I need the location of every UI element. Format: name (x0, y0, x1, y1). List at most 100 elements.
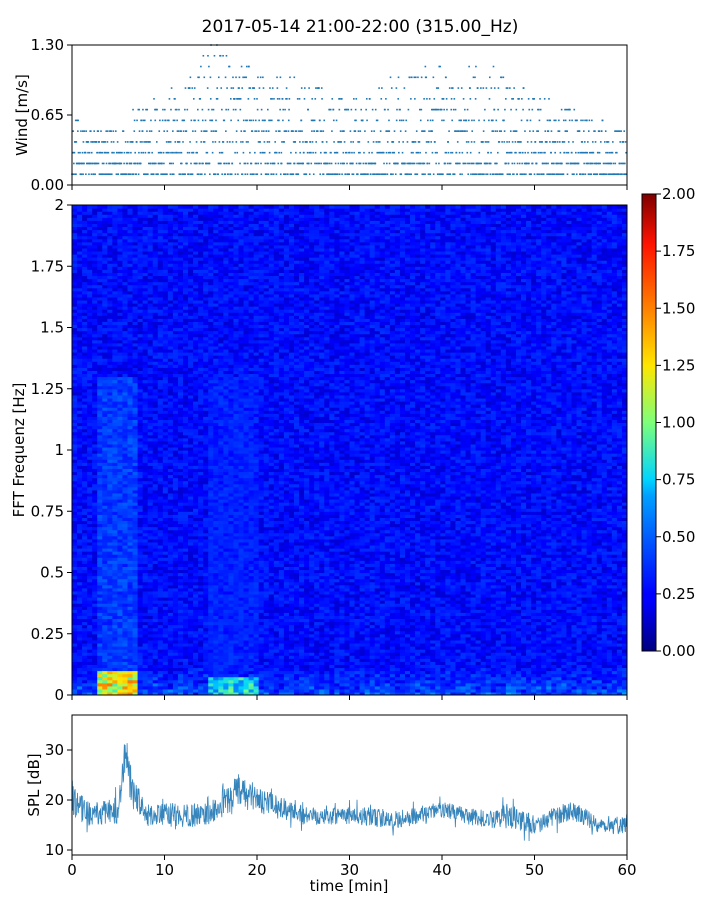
spectrogram-cell (137, 688, 144, 693)
spectrogram-cell (72, 471, 78, 476)
spectrogram-cell (152, 263, 159, 267)
wind-point (446, 173, 449, 176)
spectrogram-cell (137, 306, 144, 310)
spectrogram-cell (152, 232, 159, 237)
wind-point (308, 173, 311, 176)
wind-point (615, 130, 618, 132)
wind-point (457, 130, 459, 132)
spectrogram-cell (132, 404, 139, 408)
wind-point (537, 108, 539, 111)
spectrogram-cell (102, 465, 108, 469)
spectrogram-cell (142, 352, 149, 356)
wind-point (155, 141, 158, 143)
wind-point (242, 76, 244, 79)
spectrogram-cell (152, 670, 159, 675)
spectrogram-cell (72, 284, 78, 289)
wind-point (243, 130, 245, 132)
spectrogram-cell (112, 290, 119, 295)
wind-point (543, 98, 546, 100)
wind-point (414, 98, 416, 100)
spectrogram-cell (87, 575, 93, 580)
spectrogram-cell (107, 682, 113, 687)
wind-point (406, 141, 409, 143)
spectrogram-cell (147, 407, 154, 411)
spectrogram-cell (72, 367, 78, 371)
wind-point (223, 119, 226, 122)
spectrogram-cell (87, 376, 93, 381)
wind-point (542, 162, 544, 165)
spectrogram-cell (122, 459, 129, 463)
spectrogram-cell (102, 667, 108, 672)
spectrogram-cell (117, 652, 124, 656)
wind-point (325, 141, 328, 143)
spectrogram-cell (127, 437, 134, 442)
spectrogram-cell (92, 688, 98, 693)
spectrogram-cell (72, 416, 78, 420)
wind-point (290, 151, 292, 154)
spectrogram-cell (142, 612, 149, 616)
spectrogram-cell (132, 339, 139, 344)
spectrogram-cell (87, 303, 93, 307)
wind-point (232, 76, 234, 79)
spectrogram-cell (137, 652, 144, 656)
wind-point (283, 130, 286, 132)
spectrogram-cell (82, 615, 88, 620)
spectrogram-cell (117, 462, 124, 466)
spectrogram-cell (127, 578, 134, 583)
spectrogram-cell (112, 361, 119, 365)
spectrogram-cell (87, 627, 93, 632)
spectrogram-cell (72, 590, 78, 595)
wind-point (278, 151, 280, 154)
spectrogram-cell (82, 685, 88, 690)
wind-point (512, 173, 514, 176)
spectrogram-cell (112, 560, 119, 564)
wind-point (410, 98, 412, 100)
spectrogram-cell (72, 612, 78, 616)
spectrogram-cell (132, 557, 139, 561)
spectrogram-cell (137, 250, 144, 255)
spectrogram-cell (147, 685, 154, 690)
spectrogram-cell (132, 453, 139, 457)
spectrogram-cell (147, 358, 154, 362)
wind-point (357, 151, 360, 154)
spectrogram-cell (132, 489, 139, 494)
spectrogram-cell (117, 214, 124, 218)
spectrogram-cell (92, 318, 98, 322)
wind-point (624, 162, 626, 165)
wind-point (237, 173, 239, 176)
spectrogram-cell (157, 511, 164, 515)
spectrogram-cell (107, 532, 113, 537)
spectrogram-cell (77, 520, 83, 525)
spectrogram-cell (142, 208, 149, 212)
wind-point (375, 173, 377, 176)
spectrogram-cell (137, 385, 144, 390)
wind-point (572, 162, 575, 165)
wind-point (573, 108, 576, 111)
spectrogram-cell (97, 477, 103, 482)
spectrogram-cell (152, 618, 159, 623)
wind-point (458, 151, 461, 154)
spectrogram-cell (132, 544, 139, 549)
spectrogram-cell (82, 263, 88, 267)
wind-point (477, 162, 480, 165)
wind-point (516, 162, 519, 165)
spectrogram-cell (132, 486, 139, 491)
spectrogram-cell (112, 250, 119, 255)
spectrogram-cell (107, 523, 113, 528)
spectrogram-cell (102, 238, 108, 243)
wind-point (72, 130, 75, 132)
spectrogram-cell (117, 257, 124, 261)
spectrogram-cell (92, 636, 98, 641)
wind-point (238, 98, 240, 100)
wind-point (386, 130, 388, 132)
spectrogram-cell (102, 636, 108, 641)
wind-point (502, 76, 505, 79)
spectrogram-cell (92, 306, 98, 310)
spectrogram-cell (147, 569, 154, 574)
spectrogram-cell (77, 587, 83, 592)
spectrogram-cell (77, 342, 83, 347)
spectrogram-cell (122, 397, 129, 402)
wind-point (285, 87, 288, 89)
spectrogram-cell (97, 535, 103, 540)
spectrogram-cell (112, 382, 119, 387)
